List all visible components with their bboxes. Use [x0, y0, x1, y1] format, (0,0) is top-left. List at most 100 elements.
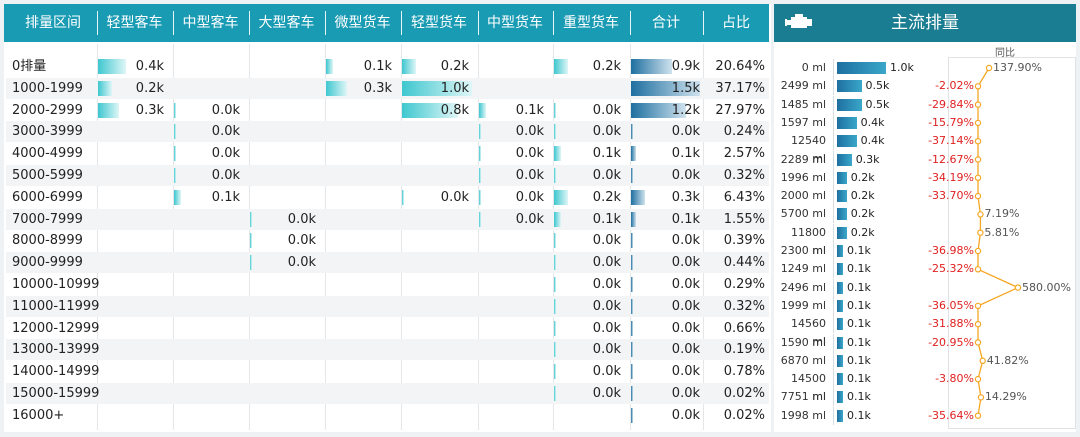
table-row[interactable] [6, 77, 769, 99]
displacement-label: 14500 ml [791, 372, 826, 404]
cell-bar [554, 298, 556, 314]
displacement-bar[interactable] [837, 62, 886, 74]
total-bar [631, 59, 673, 74]
displacement-bar[interactable] [837, 245, 843, 257]
bar-value-label: 0.5k [865, 97, 890, 111]
table-row[interactable] [6, 121, 769, 143]
displacement-bar[interactable] [837, 299, 843, 312]
cell-value: 0.0k [592, 342, 621, 358]
share-value: 1.55% [723, 211, 765, 227]
column-header[interactable]: 占比 [722, 15, 750, 31]
displacement-bar[interactable] [837, 391, 843, 404]
bar-value-label: 0.1k [847, 390, 871, 404]
displacement-label: 1249 ml [780, 262, 826, 276]
share-value: 27.97% [715, 102, 765, 118]
bar-axis-tick [833, 388, 834, 407]
displacement-bar[interactable] [837, 373, 843, 386]
displacement-bar[interactable] [837, 281, 843, 294]
displacement-bar[interactable] [837, 80, 862, 93]
column-divider [249, 44, 250, 430]
column-divider [173, 44, 174, 430]
header-separator [703, 11, 704, 35]
bar-value-label: 0.1k [847, 372, 871, 386]
column-header[interactable]: 中型客车 [182, 15, 239, 31]
displacement-bar[interactable] [837, 226, 847, 239]
cell-bar [554, 342, 556, 358]
yoy-value-label: 580.00% [1022, 280, 1071, 294]
displacement-bar[interactable] [837, 336, 843, 349]
bar-axis-tick [833, 370, 834, 389]
yoy-value-label: 5.81% [984, 225, 1020, 239]
cell-bar [250, 233, 252, 249]
yoy-value-label: 137.90% [993, 61, 1042, 74]
cell-value: 0.0k [287, 233, 316, 249]
column-header[interactable]: 轻型客车 [106, 15, 163, 31]
table-row[interactable] [6, 208, 769, 230]
cell-bar [250, 211, 252, 227]
displacement-bar[interactable] [837, 171, 847, 184]
cell-bar [479, 124, 481, 140]
total-bar [631, 320, 633, 336]
displacement-bar[interactable] [837, 190, 847, 203]
cell-bar [174, 146, 176, 162]
displacement-bar[interactable] [837, 135, 857, 148]
displacement-label: 1999 ml [780, 298, 826, 312]
yoy-value-label: 41.82% [986, 353, 1029, 367]
range-label: 5000-5999 [12, 168, 83, 183]
cell-value: 0.0k [515, 211, 544, 227]
cell-value: 0.0k [515, 124, 544, 140]
total-value: 0.0k [671, 342, 700, 358]
bar-value-label: 1.0k [890, 61, 914, 74]
bar-value-label: 0.1k [847, 280, 871, 294]
bar-value-label: 0.4k [860, 134, 885, 148]
displacement-label: 2499 ml [780, 79, 826, 93]
table-row[interactable] [6, 165, 769, 186]
column-header[interactable]: 排量区间 [25, 15, 81, 31]
displacement-bar[interactable] [837, 263, 843, 276]
total-bar [631, 80, 700, 96]
displacement-bar[interactable] [837, 354, 843, 367]
column-header[interactable]: 大型客车 [258, 15, 315, 31]
column-header[interactable]: 微型货车 [334, 15, 391, 31]
range-label: 6000-6999 [12, 189, 83, 205]
column-header[interactable]: 合计 [652, 15, 680, 31]
cell-value: 0.0k [592, 298, 621, 314]
column-header[interactable]: 轻型货车 [411, 15, 467, 31]
bar-axis-tick [833, 113, 834, 132]
cell-value: 0.0k [287, 255, 316, 271]
bar-axis-tick [833, 260, 834, 279]
share-value: 0.02% [723, 386, 765, 401]
table-row[interactable] [6, 383, 769, 404]
yoy-value-label: -20.95% [928, 335, 974, 349]
displacement-label: 2300 ml [780, 244, 826, 257]
range-label: 15000-15999 [12, 386, 100, 401]
displacement-bar[interactable] [837, 208, 847, 221]
table-row[interactable] [6, 252, 769, 274]
displacement-bar[interactable] [837, 409, 843, 422]
column-divider [703, 44, 704, 430]
cell-value: 0.1k [592, 211, 621, 227]
displacement-bar[interactable] [837, 116, 857, 129]
table-row[interactable] [6, 295, 769, 317]
yoy-value-label: -29.84% [928, 97, 974, 111]
displacement-bar[interactable] [837, 318, 843, 331]
displacement-label: 0 ml [801, 61, 826, 74]
cell-value: 0.3k [363, 80, 392, 96]
cell-bar [174, 124, 176, 140]
table-row[interactable] [6, 339, 769, 361]
total-value: 0.9k [671, 59, 700, 74]
bar-value-label: 0.5k [865, 79, 890, 93]
displacement-bar[interactable] [837, 153, 852, 166]
displacement-bar[interactable] [837, 98, 862, 111]
bar-value-label: 0.1k [847, 298, 871, 312]
range-label: 14000-14999 [12, 364, 100, 380]
cell-bar [326, 80, 347, 96]
column-header[interactable]: 重型货车 [563, 15, 619, 31]
cell-value: 0.2k [135, 80, 164, 96]
cell-bar [98, 80, 112, 96]
column-header[interactable]: 中型货车 [487, 15, 543, 31]
cell-bar [554, 233, 556, 249]
share-value: 0.32% [723, 298, 765, 314]
bar-value-label: 0.2k [850, 207, 875, 221]
cell-value: 0.2k [440, 59, 469, 74]
